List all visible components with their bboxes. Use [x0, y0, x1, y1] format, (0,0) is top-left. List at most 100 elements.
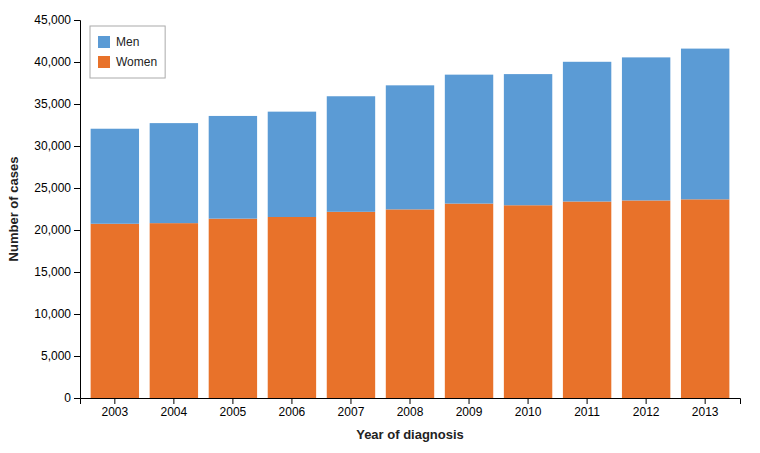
tick-label: 2007 — [338, 405, 365, 419]
bar — [150, 123, 198, 223]
tick-mark — [469, 398, 470, 404]
tick: 2006 — [279, 398, 306, 419]
tick-label: 2003 — [101, 405, 128, 419]
bar — [91, 129, 139, 224]
bar — [622, 57, 670, 200]
tick: 2013 — [692, 398, 719, 419]
bar — [681, 49, 729, 200]
tick: 2010 — [515, 398, 542, 419]
tick: 15,000 — [34, 265, 80, 279]
tick: 0 — [64, 391, 80, 405]
bar — [445, 75, 493, 204]
tick-label: 2008 — [397, 405, 424, 419]
legend-item: Men — [98, 35, 139, 49]
tick-label: 20,000 — [34, 223, 71, 237]
tick: 45,000 — [34, 13, 80, 27]
tick: 2003 — [101, 398, 128, 419]
tick-mark — [74, 398, 80, 399]
bar — [563, 62, 611, 202]
series — [91, 199, 730, 398]
tick-label: 40,000 — [34, 55, 71, 69]
tick-mark — [232, 398, 233, 404]
tick-mark — [291, 398, 292, 404]
bar — [681, 199, 729, 398]
bar — [445, 204, 493, 398]
tick-label: 0 — [64, 391, 71, 405]
tick: 2007 — [338, 398, 365, 419]
legend-label: Men — [116, 35, 139, 49]
legend-frame — [90, 26, 165, 78]
tick-label: 30,000 — [34, 139, 71, 153]
tick: 25,000 — [34, 181, 80, 195]
tick-mark — [173, 398, 174, 404]
legend-label: Women — [116, 55, 157, 69]
legend-item: Women — [98, 55, 157, 69]
tick-mark — [74, 20, 80, 21]
tick: 2011 — [574, 398, 600, 419]
x-axis: 2003 2004 2005 2006 2007 2008 2009 2010 2011 2012… — [81, 398, 741, 419]
tick-mark — [74, 188, 80, 189]
bar — [268, 217, 316, 398]
series — [91, 49, 730, 224]
y-axis: 0 5,000 10,000 15,000 20,000 25,000 30,000 35,0… — [34, 13, 80, 405]
tick-label: 5,000 — [41, 349, 71, 363]
tick-mark — [74, 272, 80, 273]
x-axis-title: Year of diagnosis — [356, 427, 464, 442]
tick-label: 2013 — [692, 405, 719, 419]
bar — [622, 200, 670, 398]
legend-swatch — [98, 56, 110, 68]
bar — [209, 116, 257, 219]
tick-label: 15,000 — [34, 265, 71, 279]
tick-mark — [587, 398, 588, 404]
tick-mark — [74, 146, 80, 147]
bar — [386, 209, 434, 398]
tick: 10,000 — [34, 307, 80, 321]
bar — [209, 219, 257, 398]
tick-mark — [410, 398, 411, 404]
plot: 2003 2004 2005 2006 2007 2008 2009 2010 2011 2012… — [34, 13, 740, 418]
bar — [268, 112, 316, 217]
bar — [150, 223, 198, 398]
bar — [504, 74, 552, 205]
bar — [91, 224, 139, 398]
tick: 30,000 — [34, 139, 80, 153]
tick-mark — [74, 230, 80, 231]
chart: 2003 2004 2005 2006 2007 2008 2009 2010 2011 2012… — [0, 0, 760, 453]
tick: 35,000 — [34, 97, 80, 111]
tick-mark — [646, 398, 647, 404]
tick: 40,000 — [34, 55, 80, 69]
tick-label: 2004 — [161, 405, 188, 419]
tick: 2004 — [161, 398, 188, 419]
tick-mark — [350, 398, 351, 404]
tick-label: 2006 — [279, 405, 306, 419]
tick-label: 2011 — [574, 405, 600, 419]
bar — [327, 212, 375, 398]
tick-mark — [74, 104, 80, 105]
tick-mark — [74, 356, 80, 357]
bar — [386, 85, 434, 209]
tick: 20,000 — [34, 223, 80, 237]
tick: 2009 — [456, 398, 483, 419]
bar — [504, 205, 552, 398]
tick-mark — [528, 398, 529, 404]
tick-label: 35,000 — [34, 97, 71, 111]
tick-label: 2005 — [220, 405, 247, 419]
tick: 2008 — [397, 398, 424, 419]
axis-line — [81, 399, 741, 405]
y-axis-title: Number of cases — [6, 157, 21, 262]
tick-label: 2010 — [515, 405, 542, 419]
tick-label: 10,000 — [34, 307, 71, 321]
tick-mark — [114, 398, 115, 404]
tick-mark — [705, 398, 706, 404]
tick: 5,000 — [41, 349, 80, 363]
tick-label: 25,000 — [34, 181, 71, 195]
legend-swatch — [98, 36, 110, 48]
bar — [563, 202, 611, 398]
bar — [327, 96, 375, 212]
tick: 2012 — [633, 398, 660, 419]
legend: Men Women — [90, 26, 165, 78]
tick: 2005 — [220, 398, 247, 419]
tick-mark — [74, 62, 80, 63]
bars — [91, 49, 730, 398]
tick-mark — [74, 314, 80, 315]
